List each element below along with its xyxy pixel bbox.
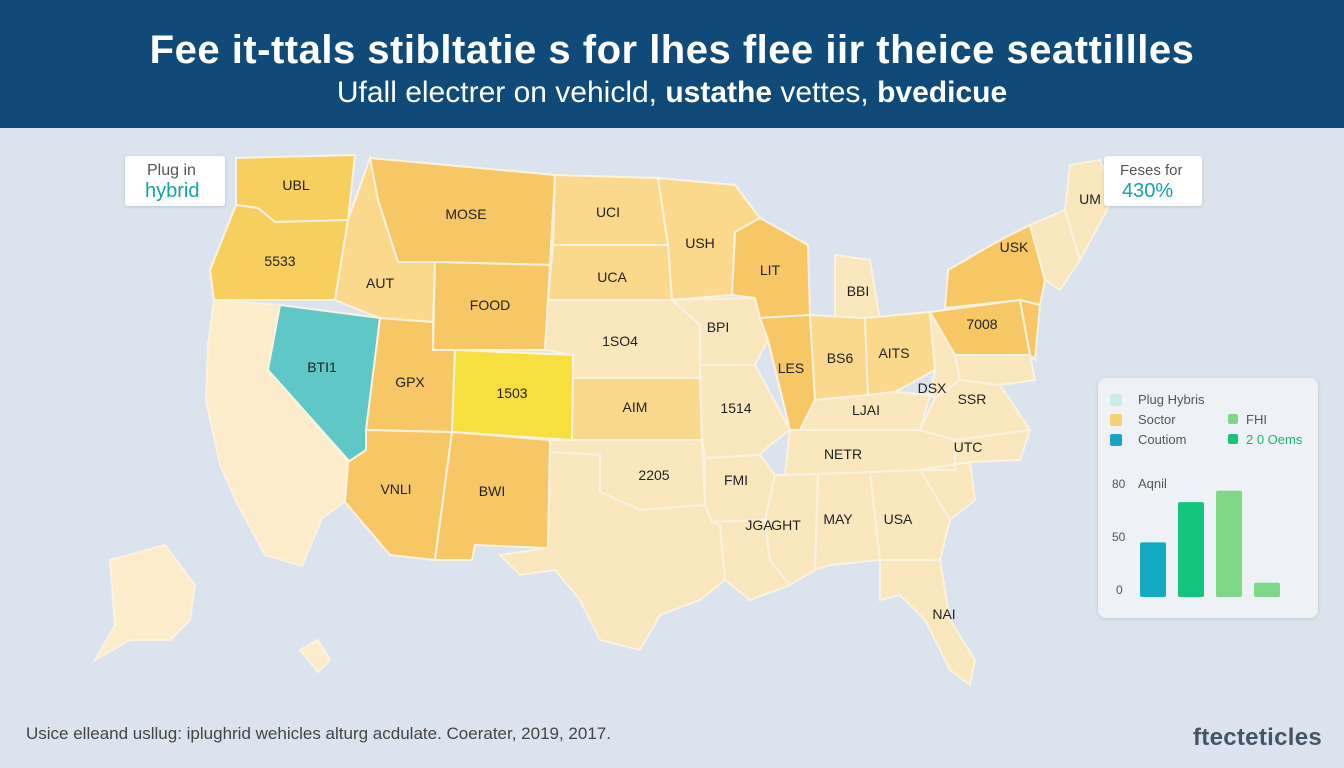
state-label-tn: NETR xyxy=(824,446,862,462)
state-mo xyxy=(698,364,792,460)
legend-label-fhi: FHI xyxy=(1246,412,1267,427)
plug-in-hybrid-tag: Plug in hybrid xyxy=(125,156,225,206)
state-label-wa: UBL xyxy=(282,177,309,193)
bar-1 xyxy=(1140,542,1166,597)
state-label-ks: AIM xyxy=(623,399,648,415)
state-oh xyxy=(863,310,937,397)
legend-swatch-plug-hybris xyxy=(1110,394,1122,406)
header-banner: Fee it-ttals stibltatie s for lhes flee … xyxy=(0,0,1344,128)
state-ny xyxy=(943,223,1047,310)
state-ga xyxy=(868,468,952,561)
state-label-me: UM xyxy=(1079,191,1101,207)
state-tx xyxy=(497,450,727,652)
state-label-nm: BWI xyxy=(479,483,505,499)
state-label-id: AUT xyxy=(366,275,394,291)
state-label-nv: BTI1 xyxy=(307,359,337,375)
state-label-az: VNLI xyxy=(380,481,411,497)
y-tick-50: 50 xyxy=(1112,530,1126,544)
legend-label-soctor: Soctor xyxy=(1138,412,1176,427)
subtitle-text: Ufall electrer on vehicld, xyxy=(336,76,666,109)
state-label-ky: LJAI xyxy=(852,402,880,418)
footer-note: Usice elleand usllug: iplughrid wehicles… xyxy=(26,724,611,743)
state-ak xyxy=(92,543,197,663)
legend-swatch-fhi xyxy=(1228,414,1238,424)
tag-left-line-1: Plug in xyxy=(147,162,196,179)
state-nj xyxy=(1018,298,1042,363)
subtitle-bold-1: ustathe xyxy=(665,76,773,109)
legend-label-coutiom: Coutiom xyxy=(1138,432,1187,447)
page-title: Fee it-ttals stibltatie s for lhes flee … xyxy=(149,28,1195,72)
page-subtitle: Ufall electrer on vehicld, ustathe vette… xyxy=(0,76,1344,110)
state-label-wi: LIT xyxy=(760,262,781,278)
y-tick-0: 0 xyxy=(1116,583,1123,597)
state-md xyxy=(953,354,1037,387)
state-label-mn: USH xyxy=(685,235,715,251)
bar-3 xyxy=(1216,490,1242,597)
state-label-md: SSR xyxy=(958,391,987,407)
state-al xyxy=(813,470,882,572)
tag-left-line-2: hybrid xyxy=(145,180,200,202)
state-label-il: LES xyxy=(778,360,804,376)
legend-label-plug-hybris: Plug Hybris xyxy=(1138,392,1205,407)
state-label-nc: UTC xyxy=(954,439,983,455)
state-label-ne: 1SO4 xyxy=(602,333,638,349)
state-label-pa: 7008 xyxy=(966,316,997,332)
state-label-or: 5533 xyxy=(264,253,295,269)
state-label-co: 1503 xyxy=(496,385,527,401)
state-label-ar: FMI xyxy=(724,472,748,488)
state-label-ia: BPI xyxy=(707,319,730,335)
state-label-ut: GPX xyxy=(395,374,425,390)
tag-right-line-2: 430% xyxy=(1122,180,1174,202)
state-label-tx: 2205 xyxy=(638,467,669,483)
state-labels: UBL 5533 BTI1 AUT MOSE FOOD GPX 1503 VNLI BWI UCI U… xyxy=(264,177,1100,622)
state-label-in: BS6 xyxy=(827,350,854,366)
state-label-ga: USA xyxy=(884,511,913,527)
state-fl xyxy=(879,559,977,687)
bars xyxy=(1140,490,1280,597)
state-label-nd: UCI xyxy=(596,204,620,220)
y-tick-80: 80 xyxy=(1112,477,1126,491)
state-label-la: JGA xyxy=(745,517,773,533)
state-label-ms: GHT xyxy=(771,517,801,533)
states-group xyxy=(92,153,1117,687)
state-label-mo: 1514 xyxy=(720,400,751,416)
state-label-sd: UCA xyxy=(597,269,627,285)
state-label-ny: USK xyxy=(1000,239,1029,255)
state-label-mi: BBI xyxy=(847,283,870,299)
state-label-al: MAY xyxy=(823,511,853,527)
state-label-mt: MOSE xyxy=(445,206,486,222)
brand-logo: ftecteticles xyxy=(1193,724,1322,751)
state-ar xyxy=(704,453,777,524)
bar-chart: 80 50 0 Aqnil xyxy=(1112,476,1280,597)
fees-percent-tag: Feses for 430% xyxy=(1104,156,1202,206)
legend-swatch-coutiom xyxy=(1110,434,1122,446)
us-map: UBL 5533 BTI1 AUT MOSE FOOD GPX 1503 VNLI BWI UCI U… xyxy=(92,153,1117,687)
state-label-fl: NAI xyxy=(932,606,955,622)
legend-label-20-oems: 2 0 Oems xyxy=(1246,432,1303,447)
state-ne_states xyxy=(1028,208,1082,292)
subtitle-bold-2: bvedicue xyxy=(877,76,1008,109)
chart-title: Aqnil xyxy=(1138,476,1167,491)
bar-2 xyxy=(1178,502,1204,597)
state-hi xyxy=(298,638,332,674)
bar-4 xyxy=(1254,582,1280,597)
state-label-wy: FOOD xyxy=(470,297,510,313)
tag-right-line-1: Feses for xyxy=(1120,162,1183,179)
subtitle-mid: vettes, xyxy=(772,76,878,109)
state-label-oh: AITS xyxy=(878,345,909,361)
legend-swatch-20-oems xyxy=(1228,434,1238,444)
state-label-va: DSX xyxy=(918,380,947,396)
legend-chart-panel: Plug Hybris Soctor Coutiom FHI 2 0 Oems … xyxy=(1098,378,1318,618)
legend-swatch-soctor xyxy=(1110,414,1122,426)
